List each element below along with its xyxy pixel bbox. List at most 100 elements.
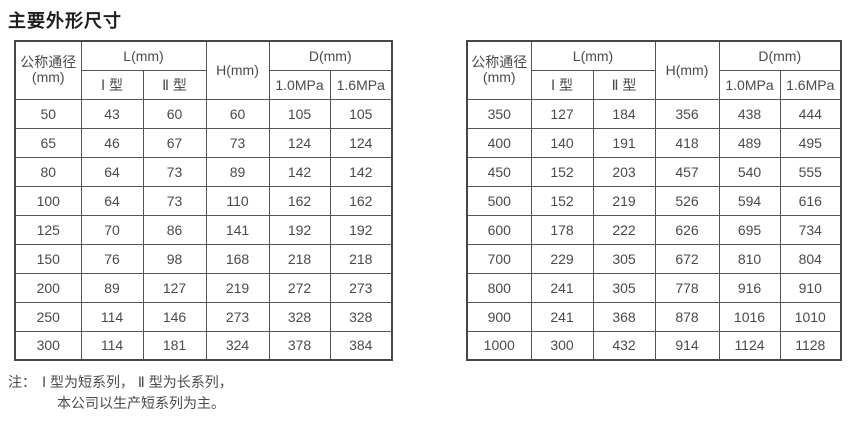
header-h: H(mm) <box>654 40 720 100</box>
table-cell: 219 <box>205 272 270 303</box>
table-cell: 168 <box>205 243 270 274</box>
table-cell: 127 <box>142 272 207 303</box>
page-title: 主要外形尺寸 <box>8 11 122 31</box>
header-type-2: Ⅱ 型 <box>142 69 207 100</box>
table-cell: 810 <box>718 243 781 274</box>
table-row: 400 140 191 418 489 495 <box>466 127 842 158</box>
table-cell: 181 <box>142 330 207 361</box>
table-cell: 241 <box>530 272 594 303</box>
header-nominal-diameter-unit: (mm) <box>482 69 516 86</box>
table-cell: 273 <box>329 272 393 303</box>
table-cell: 250 <box>14 301 82 332</box>
table-cell: 400 <box>466 127 532 158</box>
header-nominal-diameter-label: 公称通径 <box>471 54 528 71</box>
table-cell: 105 <box>268 98 331 129</box>
table-cell: 89 <box>205 156 270 187</box>
table-cell: 916 <box>718 272 781 303</box>
table-cell: 65 <box>14 127 82 158</box>
note-line-1: 注： Ⅰ 型为短系列， Ⅱ 型为长系列， <box>8 372 233 393</box>
table-cell: 124 <box>268 127 331 158</box>
table-cell: 432 <box>592 330 656 361</box>
table-cell: 178 <box>530 214 594 245</box>
table-cell: 368 <box>592 301 656 332</box>
table-cell: 114 <box>80 301 144 332</box>
table-cell: 328 <box>329 301 393 332</box>
table-row: 80 64 73 89 142 142 <box>14 156 393 187</box>
table-row: 100 64 73 110 162 162 <box>14 185 393 216</box>
table-cell: 450 <box>466 156 532 187</box>
table-cell: 616 <box>779 185 842 216</box>
table-cell: 105 <box>329 98 393 129</box>
table-row: 600 178 222 626 695 734 <box>466 214 842 245</box>
note-prefix: 注： <box>8 374 36 390</box>
table-cell: 350 <box>466 98 532 129</box>
table-row: 200 89 127 219 272 273 <box>14 272 393 303</box>
table-cell: 73 <box>142 185 207 216</box>
header-row-2: Ⅰ 型 Ⅱ 型 1.0MPa 1.6MPa <box>15 69 393 100</box>
table-cell: 1016 <box>718 301 781 332</box>
note-line-1-text: Ⅰ 型为短系列， Ⅱ 型为长系列， <box>42 374 233 390</box>
header-l: L(mm) <box>530 40 656 71</box>
table-cell: 142 <box>329 156 393 187</box>
header-1-0mpa: 1.0MPa <box>718 69 781 100</box>
header-l: L(mm) <box>80 40 207 71</box>
table-cell: 89 <box>80 272 144 303</box>
table-cell: 594 <box>718 185 781 216</box>
table-cell: 1010 <box>779 301 842 332</box>
table-row: 300 114 181 324 378 384 <box>14 330 393 361</box>
table-cell: 914 <box>654 330 720 361</box>
table-cell: 191 <box>592 127 656 158</box>
table-cell: 152 <box>530 185 594 216</box>
table-cell: 50 <box>14 98 82 129</box>
table-cell: 438 <box>718 98 781 129</box>
table-cell: 80 <box>14 156 82 187</box>
table-cell: 64 <box>80 156 144 187</box>
table-cell: 70 <box>80 214 144 245</box>
table-row: 700 229 305 672 810 804 <box>466 243 842 274</box>
table-cell: 98 <box>142 243 207 274</box>
table-cell: 305 <box>592 243 656 274</box>
table-row: 350 127 184 356 438 444 <box>466 98 842 129</box>
table-cell: 300 <box>530 330 594 361</box>
table-cell: 328 <box>268 301 331 332</box>
table-cell: 1128 <box>779 330 842 361</box>
table-row: 1000 300 432 914 1124 1128 <box>466 330 842 361</box>
table-cell: 125 <box>14 214 82 245</box>
table-cell: 378 <box>268 330 331 361</box>
table-cell: 804 <box>779 243 842 274</box>
table-cell: 600 <box>466 214 532 245</box>
header-1-0mpa: 1.0MPa <box>268 69 331 100</box>
table-cell: 900 <box>466 301 532 332</box>
header-type-1: Ⅰ 型 <box>530 69 594 100</box>
table-cell: 162 <box>268 185 331 216</box>
table-cell: 700 <box>466 243 532 274</box>
table-cell: 46 <box>80 127 144 158</box>
header-1-6mpa: 1.6MPa <box>329 69 393 100</box>
table-cell: 540 <box>718 156 781 187</box>
table-cell: 626 <box>654 214 720 245</box>
header-nominal-diameter-unit: (mm) <box>31 69 65 86</box>
table-cell: 384 <box>329 330 393 361</box>
table-row: 65 46 67 73 124 124 <box>14 127 393 158</box>
table-cell: 495 <box>779 127 842 158</box>
table-row: 450 152 203 457 540 555 <box>466 156 842 187</box>
table-cell: 192 <box>268 214 331 245</box>
table-cell: 162 <box>329 185 393 216</box>
header-h: H(mm) <box>205 40 270 100</box>
note-line-2: 本公司以生产短系列为主。 <box>57 395 225 411</box>
table-row: 900 241 368 878 1016 1010 <box>466 301 842 332</box>
table-cell: 76 <box>80 243 144 274</box>
table-cell: 142 <box>268 156 331 187</box>
table-row: 125 70 86 141 192 192 <box>14 214 393 245</box>
table-row: 50 43 60 60 105 105 <box>14 98 393 129</box>
table-cell: 60 <box>205 98 270 129</box>
note: 注： Ⅰ 型为短系列， Ⅱ 型为长系列， 本公司以生产短系列为主。 <box>8 372 233 414</box>
table-cell: 356 <box>654 98 720 129</box>
table-cell: 444 <box>779 98 842 129</box>
header-row-1: 公称通径 (mm) L(mm) H(mm) D(mm) <box>466 40 842 100</box>
header-nominal-diameter-label: 公称通径 <box>20 54 77 71</box>
table-cell: 192 <box>329 214 393 245</box>
header-1-6mpa: 1.6MPa <box>779 69 842 100</box>
table-cell: 778 <box>654 272 720 303</box>
table-cell: 695 <box>718 214 781 245</box>
